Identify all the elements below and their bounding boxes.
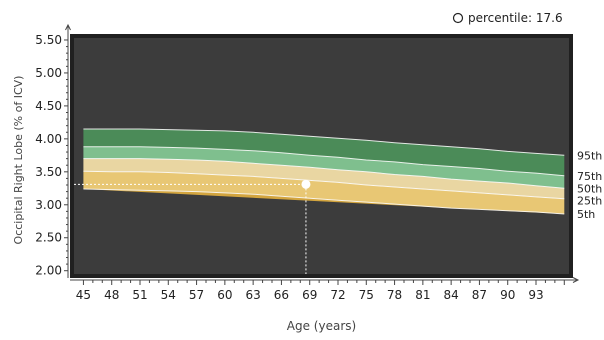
x-axis: 45 48 51 54 57 60 63 66 69 72 75 78 81 84 87 90 93 — [70, 277, 580, 302]
x-tick-label: 84 — [444, 288, 459, 302]
percentile-line-75th — [83, 146, 565, 177]
y-tick-label: 2.50 — [35, 231, 62, 245]
x-tick-label: 57 — [189, 288, 204, 302]
percentile-line-5th — [83, 188, 565, 215]
x-tick-label: 78 — [387, 288, 402, 302]
x-tick-label: 81 — [415, 288, 430, 302]
percentile-label-25th: 25th — [577, 194, 602, 207]
x-tick-label: 90 — [500, 288, 515, 302]
percentile-line-25th — [83, 170, 565, 200]
x-tick-label: 93 — [528, 288, 543, 302]
band-50th — [83, 158, 565, 199]
y-tick-label: 5.00 — [35, 66, 62, 80]
legend-marker-icon — [452, 12, 464, 24]
band-75th — [83, 146, 565, 189]
x-tick-label: 45 — [76, 288, 91, 302]
x-tick-label: 54 — [161, 288, 176, 302]
y-tick-label: 3.00 — [35, 198, 62, 212]
y-axis-arrow — [65, 23, 71, 31]
percentile-label-95th: 95th — [577, 149, 602, 162]
percentile-line-95th — [83, 128, 565, 156]
y-axis: 2.00 2.50 3.00 3.50 4.00 4.50 5.00 5.50 — [35, 23, 71, 278]
percentile-bands — [83, 128, 565, 215]
x-tick-label: 51 — [132, 288, 147, 302]
x-axis-arrow — [572, 277, 580, 283]
y-tick-label: 2.00 — [35, 264, 62, 278]
percentile-line-50th — [83, 158, 565, 189]
marker-guides — [74, 179, 311, 274]
band-95th — [83, 129, 565, 176]
percentile-label-5th: 5th — [577, 208, 595, 221]
x-tick-label: 87 — [472, 288, 487, 302]
y-axis-title: Occipital Right Lobe (% of ICV) — [12, 76, 25, 245]
x-tick-label: 63 — [246, 288, 261, 302]
subject-marker — [301, 179, 311, 189]
band-25th — [83, 171, 565, 214]
y-tick-label: 4.00 — [35, 132, 62, 146]
x-tick-label: 75 — [359, 288, 374, 302]
x-tick-label: 60 — [217, 288, 232, 302]
x-tick-label: 66 — [274, 288, 289, 302]
y-tick-label: 4.50 — [35, 99, 62, 113]
percentile-label-75th: 75th — [577, 170, 602, 183]
x-tick-label: 48 — [104, 288, 119, 302]
x-axis-title: Age (years) — [287, 319, 356, 333]
legend: percentile: 17.6 — [452, 11, 563, 25]
x-tick-label: 72 — [330, 288, 345, 302]
percentile-label-50th: 50th — [577, 182, 602, 195]
y-tick-label: 3.50 — [35, 165, 62, 179]
x-tick-label: 69 — [302, 288, 317, 302]
legend-text: percentile: 17.6 — [468, 11, 563, 25]
y-tick-label: 5.50 — [35, 33, 62, 47]
